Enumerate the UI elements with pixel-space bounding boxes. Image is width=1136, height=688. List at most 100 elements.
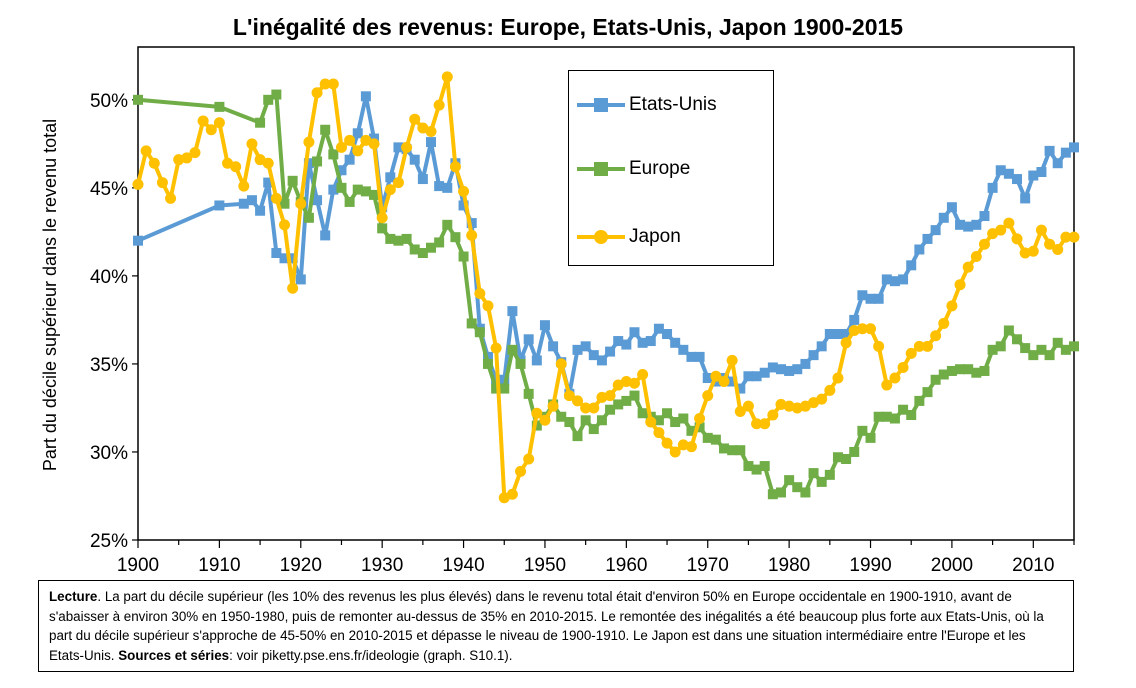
data-point-japon	[685, 441, 697, 453]
data-point-japon	[995, 224, 1007, 236]
data-point-etats-unis	[344, 154, 355, 165]
data-point-etats-unis	[352, 128, 363, 139]
data-point-etats-unis	[784, 365, 795, 376]
data-point-europe	[702, 432, 713, 443]
data-point-europe	[653, 415, 664, 426]
data-point-etats-unis	[645, 336, 656, 347]
data-point-europe	[466, 318, 477, 329]
data-point-japon	[889, 372, 901, 384]
x-tick-label: 2010	[1012, 555, 1054, 576]
data-point-japon	[197, 115, 209, 127]
data-point-europe	[531, 420, 542, 431]
data-point-europe	[409, 244, 420, 255]
data-point-etats-unis	[694, 351, 705, 362]
data-point-etats-unis	[800, 358, 811, 369]
data-point-europe	[686, 425, 697, 436]
data-point-etats-unis	[759, 367, 770, 378]
data-point-japon	[441, 71, 453, 83]
y-tick-label: 50%	[90, 91, 128, 112]
y-tick-label: 25%	[90, 531, 128, 552]
data-point-etats-unis	[930, 225, 941, 236]
data-point-japon	[523, 453, 535, 465]
data-point-europe	[719, 443, 730, 454]
x-tick-label: 1950	[524, 555, 566, 576]
data-point-etats-unis	[857, 290, 868, 301]
x-tick-label: 2000	[931, 555, 973, 576]
data-point-japon	[1052, 243, 1064, 255]
data-point-japon	[930, 330, 942, 342]
data-point-etats-unis	[938, 212, 949, 223]
data-point-japon	[580, 402, 592, 414]
note-body: . La part du décile supérieur (les 10% d…	[49, 589, 1044, 663]
data-point-etats-unis	[1069, 142, 1079, 153]
data-point-japon	[628, 377, 640, 389]
legend-item-japon: Japon	[569, 225, 681, 249]
data-point-etats-unis	[263, 177, 274, 188]
data-point-japon	[653, 427, 665, 439]
data-point-japon	[531, 407, 543, 419]
data-point-europe	[515, 358, 526, 369]
data-point-etats-unis	[662, 328, 673, 339]
data-point-europe	[255, 117, 266, 128]
y-axis: 25% 30% 35% 40% 45% 50%	[90, 91, 138, 552]
data-point-etats-unis	[303, 158, 314, 169]
data-point-etats-unis	[841, 328, 852, 339]
chart-canvas: 25%30%35%40%45%50% 1900 1910 1920 1930 1940 1…	[40, 46, 1080, 576]
series-layer	[132, 71, 1080, 504]
data-point-japon	[230, 161, 242, 173]
data-point-etats-unis	[287, 253, 298, 264]
data-point-europe	[596, 415, 607, 426]
data-point-europe	[133, 94, 143, 105]
data-point-japon	[238, 180, 250, 192]
data-point-etats-unis	[979, 211, 990, 222]
data-point-japon	[311, 87, 323, 99]
data-point-europe	[303, 212, 314, 223]
data-point-etats-unis	[629, 327, 640, 338]
data-point-japon	[352, 145, 364, 157]
data-point-europe	[1012, 334, 1023, 345]
data-point-etats-unis	[539, 320, 550, 331]
data-point-japon	[856, 323, 868, 335]
data-point-japon	[962, 261, 974, 273]
data-point-etats-unis	[824, 328, 835, 339]
data-point-japon	[140, 145, 152, 157]
data-point-japon	[482, 300, 494, 312]
data-point-etats-unis	[898, 274, 909, 285]
data-point-europe	[1069, 341, 1079, 352]
data-point-europe	[214, 101, 225, 112]
data-point-etats-unis	[955, 219, 966, 230]
data-point-etats-unis	[621, 339, 632, 350]
data-point-etats-unis	[596, 355, 607, 366]
data-point-europe	[556, 411, 567, 422]
data-point-japon	[466, 229, 478, 241]
data-point-etats-unis	[678, 344, 689, 355]
legend-label-japon: Japon	[629, 226, 681, 247]
data-point-europe	[328, 149, 339, 160]
data-point-europe	[572, 431, 583, 442]
data-point-etats-unis	[255, 205, 266, 216]
data-point-etats-unis	[588, 350, 599, 361]
data-point-europe	[385, 233, 396, 244]
data-point-europe	[401, 233, 412, 244]
data-point-etats-unis	[1052, 158, 1063, 169]
data-point-etats-unis	[523, 334, 534, 345]
data-point-japon	[767, 409, 779, 421]
data-point-europe	[344, 196, 355, 207]
data-point-europe	[922, 387, 933, 398]
series-europe	[133, 89, 1079, 500]
x-tick-label: 1930	[361, 555, 403, 576]
data-point-europe	[906, 409, 917, 420]
legend-label-europe: Europe	[629, 158, 691, 179]
series-japon	[132, 71, 1080, 504]
data-point-europe	[938, 369, 949, 380]
data-point-europe	[816, 476, 827, 487]
data-point-europe	[377, 223, 388, 234]
data-point-etats-unis	[507, 306, 518, 317]
data-point-etats-unis	[572, 344, 583, 355]
data-point-japon	[1011, 233, 1023, 245]
data-point-japon	[1044, 238, 1056, 250]
legend-swatch-etats-unis	[577, 98, 625, 112]
data-point-japon	[645, 416, 657, 428]
data-point-europe	[889, 413, 900, 424]
data-point-europe	[320, 124, 331, 135]
